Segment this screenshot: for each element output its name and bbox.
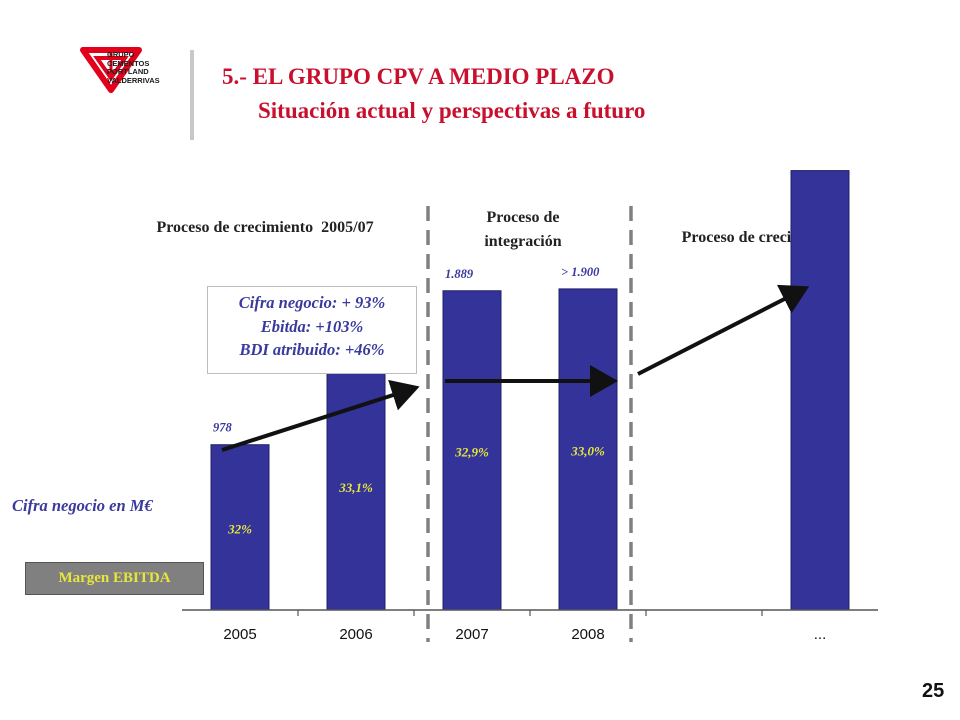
company-logo — [80, 47, 142, 93]
x-tick-label: 2006 — [339, 626, 372, 643]
logo-line: GRUPO — [107, 50, 135, 59]
ebitda-margin-label: 33,1% — [338, 480, 373, 495]
stat-ebitda: Ebitda: +103% — [260, 316, 364, 336]
phase-label-integration: Proceso de integración — [448, 206, 598, 254]
bar-value-label: 1.889 — [445, 267, 474, 281]
trend-arrow-growth-2005-07 — [221, 379, 420, 452]
header-divider — [190, 50, 194, 140]
ebitda-margin-label: 33,0% — [570, 443, 605, 458]
phase-integration-line: Proceso de — [486, 209, 560, 226]
revenue-caption: Cifra negocio en M€ — [12, 496, 153, 515]
ebitda-margin-legend: Margen EBITDA — [25, 562, 204, 595]
bar — [442, 290, 502, 611]
trend-arrow-growth — [637, 284, 810, 376]
x-tick-label: 2007 — [455, 626, 488, 643]
x-tick-label: 2005 — [223, 626, 256, 643]
slide-subtitle: Situación actual y perspectivas a futuro — [258, 98, 646, 123]
stat-net-profit: BDI atribuido: +46% — [239, 340, 385, 359]
growth-stats-box: Cifra negocio: + 93% Ebitda: +103% BDI a… — [207, 286, 417, 374]
bar — [558, 288, 618, 611]
bar-value-label: 978 — [213, 421, 233, 435]
stat-revenue: Cifra negocio: + 93% — [238, 293, 386, 312]
phase-label-growth-2005-07: Proceso de crecimiento 2005/07 — [156, 219, 374, 236]
page-number: 25 — [922, 680, 945, 702]
logo-text: GRUPO CEMENTOS PORTLAND VALDERRIVAS — [107, 50, 160, 85]
logo-line: VALDERRIVAS — [107, 75, 160, 85]
ebitda-margin-label: 32% — [227, 521, 252, 536]
x-tick-label: 2008 — [571, 626, 604, 643]
slide-title: 5.- EL GRUPO CPV A MEDIO PLAZO — [222, 64, 615, 89]
ebitda-margin-label: 32,9% — [454, 444, 489, 459]
logo-line: PORTLAND — [107, 67, 149, 77]
phase-integration-line: integración — [484, 233, 562, 250]
bar-value-label: > 1.900 — [561, 265, 600, 279]
logo-line: CEMENTOS — [107, 58, 150, 68]
x-tick-label: ... — [814, 626, 827, 643]
bar — [790, 170, 850, 611]
